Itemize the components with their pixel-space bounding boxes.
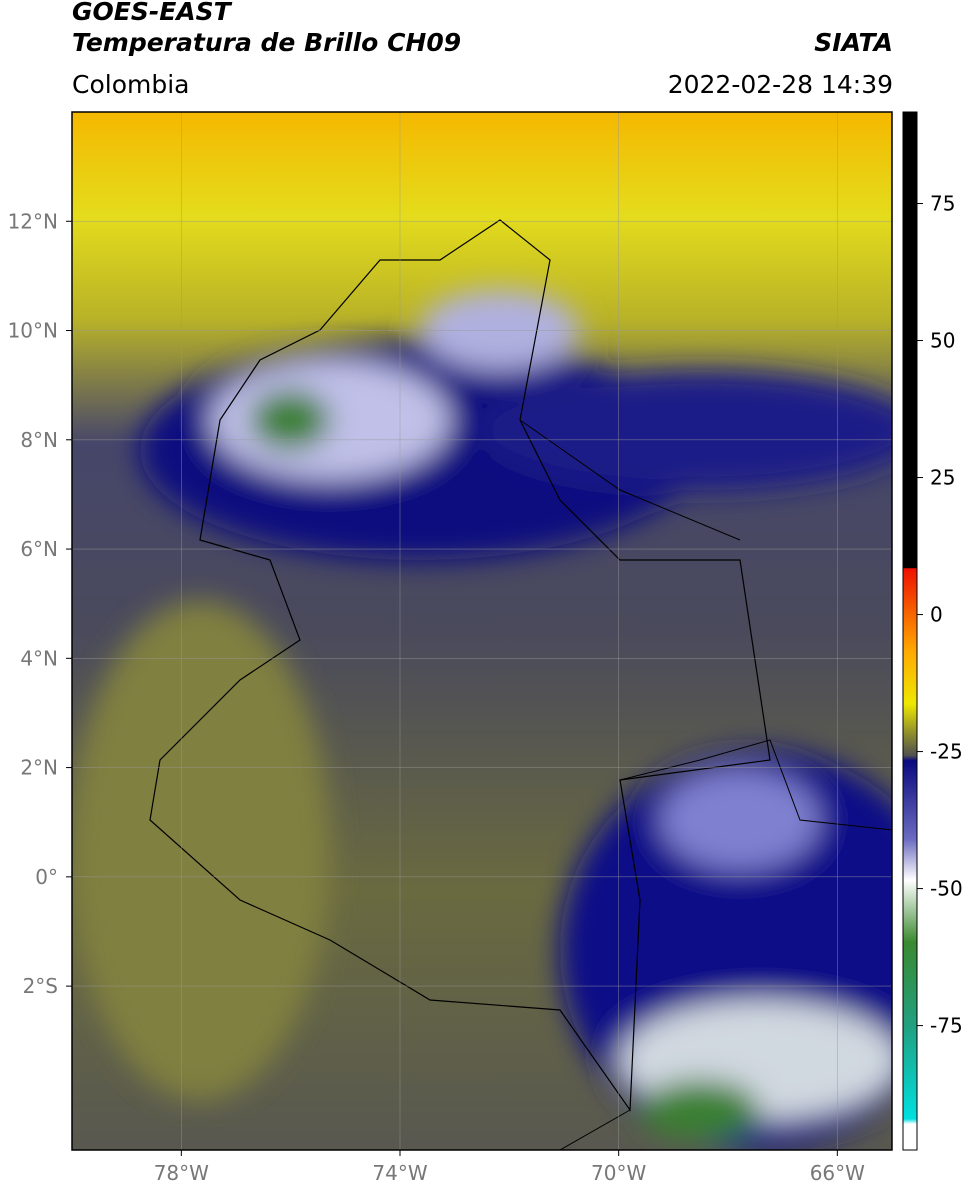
x-tick-label: 66°W xyxy=(810,1161,865,1185)
y-tick-label: 10°N xyxy=(8,319,58,343)
subtitle: Temperatura de Brillo CH09 xyxy=(72,28,462,57)
y-tick-label: 0° xyxy=(35,865,58,889)
colorbar-tick-label: -25 xyxy=(930,740,963,764)
map-imagery xyxy=(72,112,892,1150)
datetime: 2022-02-28 14:39 xyxy=(667,70,893,99)
x-tick-label: 74°W xyxy=(372,1161,427,1185)
map-frame xyxy=(71,111,893,1151)
colorbar-tick-label: 25 xyxy=(930,466,955,490)
colorbar-tick-label: -75 xyxy=(930,1014,963,1038)
colorbar-tick-label: 75 xyxy=(930,192,955,216)
y-tick-label: 2°S xyxy=(23,974,58,998)
source: SIATA xyxy=(814,28,893,57)
region: Colombia xyxy=(72,70,190,99)
y-tick-label: 6°N xyxy=(20,537,58,561)
y-tick-label: 4°N xyxy=(20,646,58,670)
colorbar xyxy=(902,111,918,1151)
colorbar-tick-label: -50 xyxy=(930,877,963,901)
title: GOES-EAST xyxy=(72,0,231,26)
y-tick-label: 12°N xyxy=(8,209,58,233)
y-tick-label: 2°N xyxy=(20,756,58,780)
x-tick-label: 70°W xyxy=(591,1161,646,1185)
x-tick-label: 78°W xyxy=(154,1161,209,1185)
colorbar-tick-label: 0 xyxy=(930,603,943,627)
colorbar-tick-label: 50 xyxy=(930,329,955,353)
y-tick-label: 8°N xyxy=(20,428,58,452)
